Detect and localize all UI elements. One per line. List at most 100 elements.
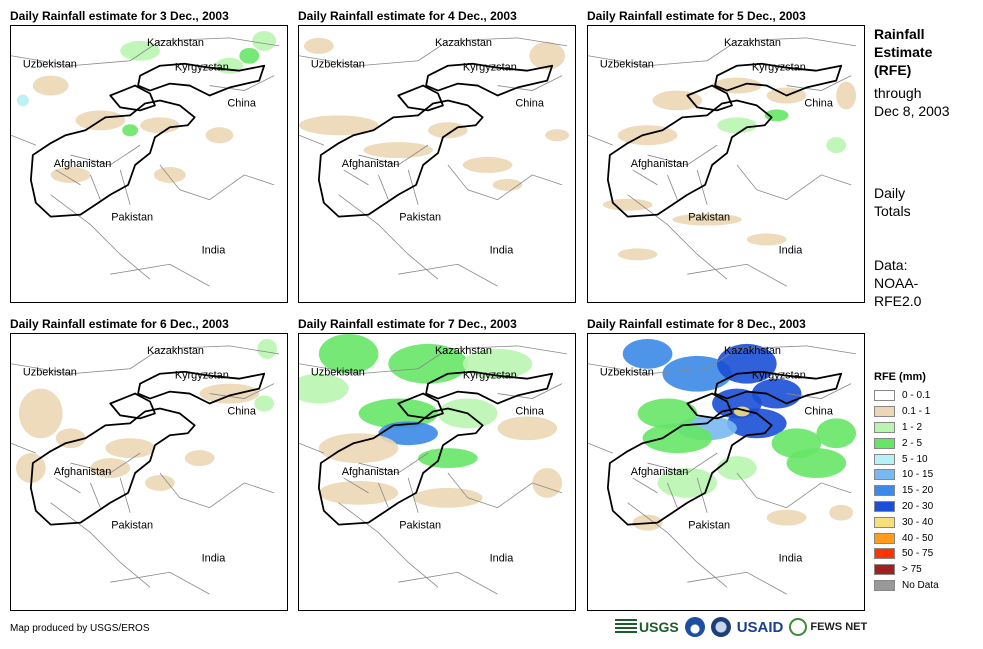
country-label-kazakhstan: Kazakhstan [435,345,492,357]
rainfall-area [492,178,523,191]
legend-swatch [874,564,895,576]
legend-item: 20 - 30 [874,499,939,515]
through-line-2: Dec 8, 2003 [874,103,950,119]
country-outline [137,370,266,405]
country-label-kyrgyzstan: Kyrgyzstan [175,62,229,74]
legend-swatch [874,406,895,418]
country-outlines [29,62,266,218]
legend-swatch [874,500,895,512]
legend-item: 15 - 20 [874,483,939,499]
rainfall-area [428,122,468,139]
border-line [667,482,678,508]
rainfall-area [318,480,399,505]
border-line [647,144,718,166]
usgs-logo: USGS [615,619,679,635]
country-outline [425,62,554,97]
border-line [687,571,787,595]
rainfall-map-dec-3: Kazakhstan Uzbekistan Kyrgyzstan China Afgha… [10,25,288,303]
noaa-logo-icon [684,617,705,637]
rfe-legend: RFE (mm) 0 - 0.1 0.1 - 1 1 - 2 2 - 5 5 - 10 1… [874,371,939,593]
border-line [50,502,151,588]
legend-swatch [874,579,895,591]
rainfall-map-dec-5: Kazakhstan Uzbekistan Kyrgyzstan China Afgha… [587,25,865,303]
legend-title: RFE (mm) [874,371,926,383]
border-line [588,442,613,454]
border-line [588,363,708,375]
legend-item: 0 - 0.1 [874,388,939,404]
country-outline [397,84,444,112]
legend-item: 30 - 40 [874,514,939,530]
legend-label: 15 - 20 [902,485,934,497]
rainfall-area [712,77,762,94]
country-label-pakistan: Pakistan [688,212,730,224]
country-label-india: India [779,552,804,564]
border-line [209,383,275,399]
rainfall-area [50,166,91,183]
rainfall-area [15,453,46,483]
rainfall-area [318,433,399,464]
border-line [497,75,563,91]
rainfall-area [602,198,653,211]
rainfall-area [32,75,69,96]
legend-swatch [874,421,895,433]
rainfall-area [462,157,513,173]
country-outline [425,370,554,405]
border-line [110,263,210,287]
legend-swatch [874,532,895,544]
rainfall-area [717,456,757,480]
border-line [706,345,857,370]
border-line [706,37,857,62]
border-line [70,144,141,166]
country-label-pakistan: Pakistan [111,212,153,224]
rainfall-area [652,90,703,111]
border-line [209,75,275,91]
rainfall-area [418,448,478,469]
border-line [378,482,389,508]
legend-swatch [874,469,895,481]
rainfall-map-dec-6: Kazakhstan Uzbekistan Kyrgyzstan China Afgha… [10,333,288,611]
country-outline [686,392,733,420]
rainfall-map-dec-8: Kazakhstan Uzbekistan Kyrgyzstan China Afgha… [587,333,865,611]
daily-totals: Daily Totals [874,184,911,220]
border-line [55,477,81,494]
main-title-line-3: (RFE) [874,62,912,78]
country-outline [109,392,156,420]
panel-title-2: Daily Rainfall estimate for 4 Dec., 2003 [298,9,517,23]
country-label-pakistan: Pakistan [111,520,153,532]
provincial-borders [588,345,857,595]
country-outline [109,84,156,112]
data-line-1: Data: [874,257,908,273]
rainfall-area [105,438,155,459]
border-line [159,164,275,201]
country-label-china: China [804,97,833,109]
border-line [299,363,419,375]
border-line [786,383,852,399]
legend-label: 5 - 10 [902,453,928,465]
rainfall-area [16,94,29,107]
country-label-india: India [490,244,515,256]
rainfall-area [299,373,349,404]
rainfall-area [413,487,483,508]
rainfall-area [318,334,379,374]
main-title-line-1: Rainfall [874,26,925,42]
border-line [632,477,658,494]
legend-swatch [874,516,895,528]
country-label-uzbekistan: Uzbekistan [311,59,365,71]
country-outlines [317,370,554,526]
border-line [11,134,36,146]
rainfall-area [826,137,847,154]
country-label-china: China [515,97,544,109]
legend-item: 10 - 15 [874,467,939,483]
country-label-pakistan: Pakistan [399,520,441,532]
rainfall-map-dec-4: Kazakhstan Uzbekistan Kyrgyzstan China Afgha… [298,25,576,303]
usgs-mark-icon [615,619,637,635]
country-label-kazakhstan: Kazakhstan [724,345,781,357]
through-date: through Dec 8, 2003 [874,84,950,120]
border-line [627,502,728,588]
provincial-borders [11,345,280,595]
legend-label: No Data [902,579,939,591]
rainfall-area [766,509,807,526]
rainfall-area [252,30,277,51]
rainfall-area [637,398,698,429]
country-label-afghanistan: Afghanistan [631,466,689,478]
